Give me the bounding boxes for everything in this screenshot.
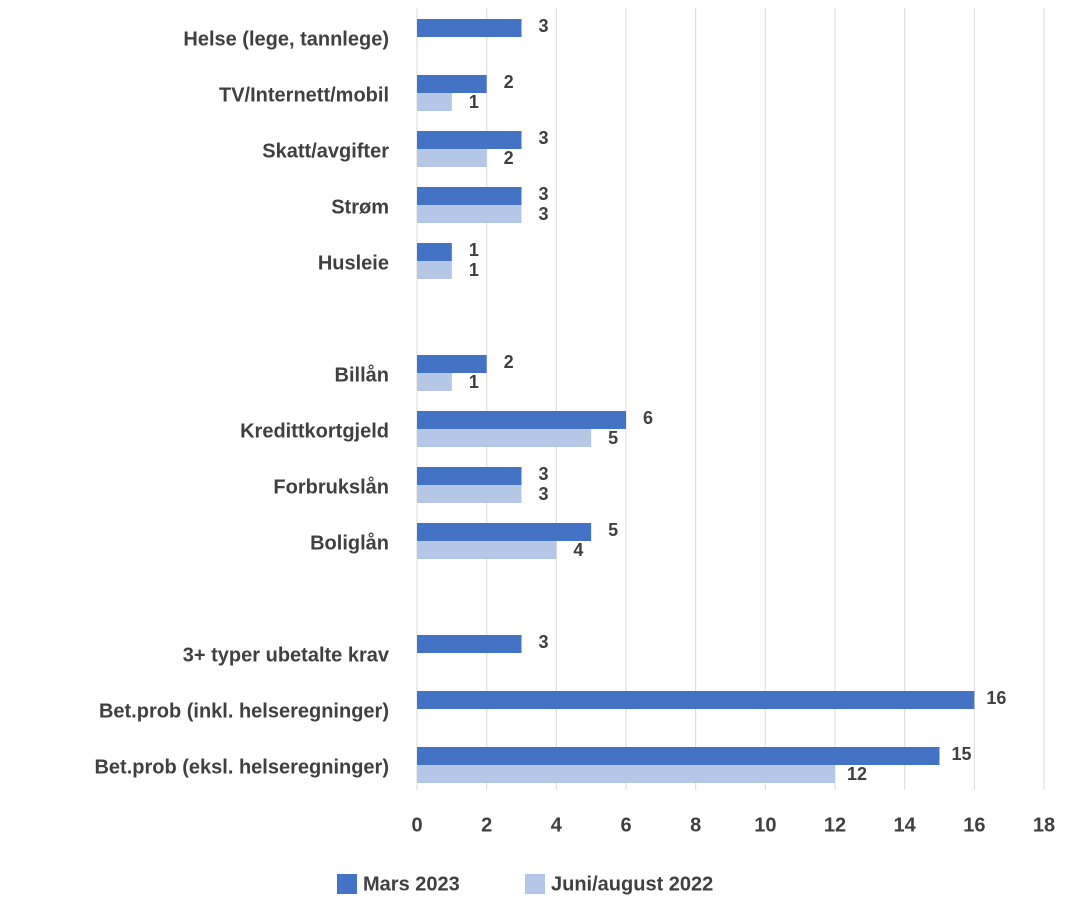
bar (417, 19, 522, 37)
value-label: 16 (986, 688, 1006, 708)
legend-label: Mars 2023 (363, 873, 460, 895)
value-label: 1 (469, 240, 479, 260)
x-tick-label: 6 (620, 814, 631, 836)
y-tick-label: Forbrukslån (273, 475, 389, 498)
value-label: 15 (951, 744, 971, 764)
x-tick-label: 2 (481, 814, 492, 836)
bar (417, 187, 522, 205)
value-label: 2 (504, 148, 514, 168)
value-label: 5 (608, 428, 618, 448)
bar (417, 541, 557, 559)
x-tick-label: 12 (824, 814, 846, 836)
bar (417, 429, 592, 447)
y-tick-label: Helse (lege, tannlege) (183, 28, 389, 50)
value-label: 5 (608, 520, 618, 540)
bar (417, 149, 487, 167)
y-tick-label: Husleie (318, 252, 389, 274)
value-label: 3 (538, 128, 548, 148)
x-tick-label: 4 (551, 814, 563, 836)
value-label: 1 (469, 372, 479, 392)
bar (417, 205, 522, 223)
bar (417, 765, 835, 783)
bar (417, 75, 487, 93)
x-tick-label: 14 (894, 814, 917, 836)
legend-swatch (337, 874, 357, 894)
y-tick-label: Kredittkortgjeld (240, 420, 389, 442)
y-tick-label: TV/Internett/mobil (219, 84, 389, 106)
legend-swatch (525, 874, 545, 894)
y-tick-label: Skatt/avgifter (262, 140, 389, 162)
value-label: 3 (538, 184, 548, 204)
bar (417, 485, 522, 503)
y-tick-label: 3+ typer ubetalte krav (183, 644, 390, 666)
x-tick-label: 0 (411, 814, 422, 836)
bar (417, 131, 522, 149)
legend-label: Juni/august 2022 (551, 873, 713, 895)
bar (417, 355, 487, 373)
y-tick-label: Boliglån (310, 531, 389, 554)
x-tick-label: 8 (690, 814, 701, 836)
value-label: 3 (538, 484, 548, 504)
bar (417, 467, 522, 485)
value-label: 3 (538, 16, 548, 36)
bar (417, 243, 452, 261)
value-label: 3 (538, 204, 548, 224)
bar (417, 635, 522, 653)
y-tick-label: Billån (335, 363, 389, 386)
value-label: 4 (573, 540, 583, 560)
value-label: 2 (504, 352, 514, 372)
value-label: 1 (469, 92, 479, 112)
bar (417, 523, 592, 541)
value-label: 3 (538, 464, 548, 484)
bar (417, 747, 940, 765)
value-label: 1 (469, 260, 479, 280)
bar (417, 691, 975, 709)
x-tick-label: 18 (1033, 814, 1055, 836)
bar (417, 373, 452, 391)
y-tick-label: Strøm (331, 196, 389, 218)
y-tick-label: Bet.prob (eksl. helseregninger) (94, 756, 389, 778)
x-tick-label: 10 (754, 814, 776, 836)
value-label: 2 (504, 72, 514, 92)
value-label: 6 (643, 408, 653, 428)
bar (417, 261, 452, 279)
value-label: 3 (538, 632, 548, 652)
x-tick-label: 16 (963, 814, 985, 836)
bar (417, 411, 626, 429)
value-label: 12 (847, 764, 867, 784)
y-tick-label: Bet.prob (inkl. helseregninger) (99, 700, 389, 722)
bar (417, 93, 452, 111)
